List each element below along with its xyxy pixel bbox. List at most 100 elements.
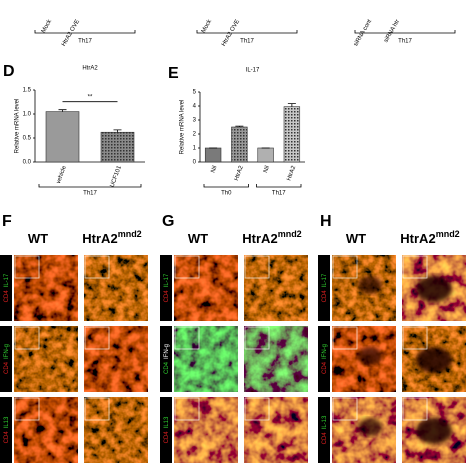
error-bar [113, 129, 122, 133]
stain-name: CD4 [4, 431, 10, 444]
column-header: WT [346, 231, 366, 246]
column-superscript: mnd2 [118, 229, 142, 239]
group-label: Th17 [272, 191, 286, 197]
row-label: CD4 IFN-g [4, 344, 10, 374]
group-bracket [256, 184, 302, 188]
row-label: CD4 IFN-g [164, 344, 170, 374]
stain-name: IL-17 [164, 273, 170, 287]
inset-box [332, 326, 358, 350]
bar [231, 126, 248, 163]
inset-box [244, 255, 270, 279]
row-label-strip [318, 326, 330, 392]
row-label-strip [0, 397, 12, 463]
stain-name: CD4 [322, 361, 328, 374]
column-header: HtrA2mnd2 [82, 229, 141, 246]
group-bracket [203, 184, 249, 188]
micrograph [244, 326, 308, 392]
row-label: CD4 IFN-g [322, 344, 328, 374]
inset-box [332, 255, 358, 279]
inset-box [14, 326, 40, 350]
sample-label: Mock [41, 18, 54, 34]
chart-title: IL-17 [246, 68, 260, 74]
sample-label: Mock [201, 18, 214, 34]
column-name: HtrA2 [82, 231, 117, 246]
tissue-void [416, 347, 452, 373]
x-tick-label: HtrA2 [234, 165, 245, 182]
group-label: Th17 [240, 39, 254, 45]
inset-box [84, 255, 110, 279]
group-bracket [196, 30, 298, 34]
tissue-void [416, 418, 452, 444]
micrograph [14, 397, 78, 463]
stain-name: IFN-g [4, 344, 10, 359]
bar [257, 147, 274, 163]
panel-letter: E [168, 65, 179, 82]
group-bracket [38, 184, 142, 188]
column-name: WT [346, 231, 366, 246]
inset-box [174, 326, 200, 350]
x-tick-label: vehicle [56, 165, 68, 185]
inset-box [174, 397, 200, 421]
x-tick-label: HtrA2 [286, 165, 297, 182]
group-label: Th17 [83, 191, 97, 197]
stain-name: CD4 [164, 361, 170, 374]
micrograph [14, 326, 78, 392]
row-label: CD4 IL13 [4, 416, 10, 443]
stain-name: CD4 [322, 432, 328, 445]
bar [45, 111, 80, 163]
panel-letter: F [2, 213, 12, 230]
inset-box [402, 326, 428, 350]
row-label-strip [0, 326, 12, 392]
group-label: Th0 [221, 191, 232, 197]
column-header: WT [188, 231, 208, 246]
inset-box [332, 397, 358, 421]
y-tick-label: 0.5 [23, 136, 32, 142]
row-label-strip [318, 255, 330, 321]
y-tick-label: 3 [193, 118, 197, 124]
inset-box [84, 397, 110, 421]
row-label-strip [160, 326, 172, 392]
stain-name: IFN-g [322, 344, 328, 359]
micrograph [174, 397, 238, 463]
y-tick-label: 0.0 [23, 160, 32, 166]
micrograph [244, 255, 308, 321]
inset-box [402, 397, 428, 421]
row-label: CD4 IL13 [164, 416, 170, 443]
y-tick-label: 1.5 [23, 88, 32, 94]
significance-label: ** [88, 94, 93, 100]
error-bar [235, 125, 244, 127]
column-superscript: mnd2 [436, 229, 460, 239]
error-bar [58, 109, 67, 112]
bar [283, 106, 301, 163]
chart-title: HtrA2 [82, 66, 98, 72]
column-header: HtrA2mnd2 [400, 229, 459, 246]
tissue-void [416, 276, 452, 302]
tissue-void [358, 347, 382, 365]
x-tick-label: UCF101 [110, 165, 124, 189]
y-tick-label: 5 [193, 90, 197, 96]
group-label: Th17 [398, 39, 412, 45]
row-label-strip [0, 255, 12, 321]
inset-box [174, 255, 200, 279]
stain-name: IL13 [4, 416, 10, 428]
column-name: WT [188, 231, 208, 246]
inset-box [402, 255, 428, 279]
group-bracket [354, 30, 456, 34]
micrograph [84, 255, 148, 321]
column-name: HtrA2 [400, 231, 435, 246]
panel-letter: G [162, 213, 174, 230]
stain-name: IL-13 [322, 415, 328, 429]
row-label: CD4 IL-13 [322, 415, 328, 444]
y-tick-label: 4 [193, 104, 197, 110]
micrograph [84, 397, 148, 463]
row-label: CD4 IL-17 [164, 273, 170, 302]
row-label-strip [318, 397, 330, 463]
micrograph [174, 255, 238, 321]
y-tick-label: 2 [193, 132, 197, 138]
micrograph [244, 397, 308, 463]
tissue-void [358, 418, 382, 436]
y-tick-label: 0 [193, 160, 197, 166]
column-name: HtrA2 [242, 231, 277, 246]
inset-box [84, 326, 110, 350]
